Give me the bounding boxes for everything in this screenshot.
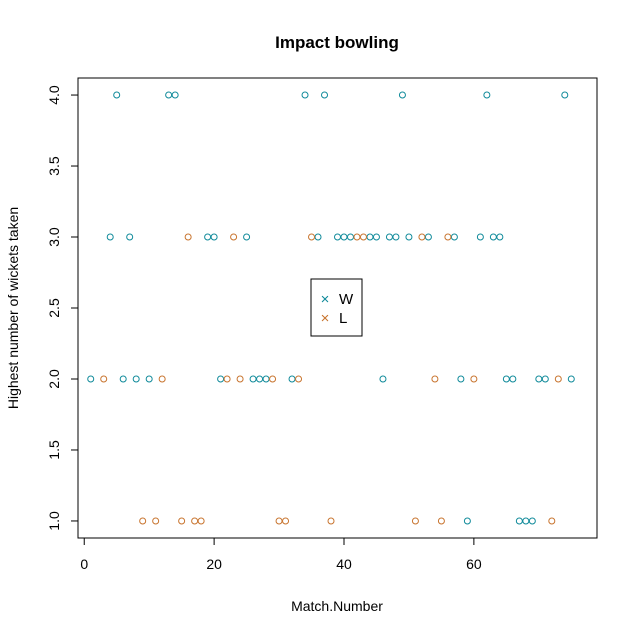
y-tick-label: 2.0 <box>46 369 62 389</box>
data-point-l <box>295 375 303 383</box>
data-point-l <box>223 375 231 383</box>
data-point-w <box>113 91 121 99</box>
data-point-l <box>191 517 199 525</box>
data-point-w <box>509 375 517 383</box>
x-axis: 0 20 40 60 <box>80 537 482 572</box>
data-point-w <box>256 375 264 383</box>
data-point-l <box>236 375 244 383</box>
x-tick-label: 60 <box>466 556 482 572</box>
data-point-w <box>379 375 387 383</box>
data-point-w <box>535 375 543 383</box>
data-point-w <box>217 375 225 383</box>
data-point-w <box>489 233 497 241</box>
data-point-l <box>353 233 361 241</box>
y-axis: 1.0 1.5 2.0 2.5 3.0 3.5 4.0 <box>46 85 79 531</box>
data-point-w <box>301 91 309 99</box>
legend-label-l: L <box>339 310 347 327</box>
x-tick-label: 20 <box>206 556 222 572</box>
data-point-l <box>100 375 108 383</box>
x-axis-label: Match.Number <box>291 598 383 614</box>
data-point-w <box>145 375 153 383</box>
data-point-w <box>165 91 173 99</box>
y-axis-label: Highest number of wickets taken <box>5 207 21 409</box>
data-point-l <box>158 375 166 383</box>
data-point-l <box>230 233 238 241</box>
data-point-w <box>372 233 380 241</box>
data-points <box>87 91 575 525</box>
chart-title: Impact bowling <box>275 33 399 52</box>
legend-box <box>310 278 363 337</box>
data-point-l <box>418 233 426 241</box>
data-point-w <box>126 233 134 241</box>
data-point-w <box>210 233 218 241</box>
data-point-l <box>437 517 445 525</box>
legend-marker-w: × <box>321 291 330 308</box>
data-point-w <box>483 91 491 99</box>
data-point-w <box>132 375 140 383</box>
data-point-w <box>463 517 471 525</box>
data-point-w <box>171 91 179 99</box>
data-point-w <box>476 233 484 241</box>
legend-marker-l: × <box>321 310 330 327</box>
y-tick-label: 3.5 <box>46 156 62 176</box>
data-point-l <box>152 517 160 525</box>
data-point-w <box>457 375 465 383</box>
x-tick-label: 0 <box>80 556 88 572</box>
data-point-l <box>275 517 283 525</box>
y-tick-label: 2.5 <box>46 298 62 318</box>
x-tick-label: 40 <box>336 556 352 572</box>
data-point-w <box>366 233 374 241</box>
data-point-w <box>561 91 569 99</box>
data-point-w <box>541 375 549 383</box>
data-point-l <box>282 517 290 525</box>
data-point-w <box>405 233 413 241</box>
data-point-w <box>567 375 575 383</box>
y-tick-label: 4.0 <box>46 85 62 105</box>
data-point-w <box>424 233 432 241</box>
data-point-w <box>288 375 296 383</box>
data-point-l <box>554 375 562 383</box>
data-point-w <box>106 233 114 241</box>
legend: × W × L <box>310 278 363 337</box>
data-point-w <box>249 375 257 383</box>
data-point-w <box>502 375 510 383</box>
data-point-w <box>346 233 354 241</box>
y-tick-label: 1.0 <box>46 511 62 531</box>
legend-label-w: W <box>339 291 354 308</box>
data-point-w <box>204 233 212 241</box>
data-point-l <box>308 233 316 241</box>
data-point-w <box>119 375 127 383</box>
data-point-w <box>496 233 504 241</box>
data-point-w <box>334 233 341 241</box>
data-point-l <box>197 517 205 525</box>
data-point-l <box>548 517 556 525</box>
data-point-w <box>522 517 530 525</box>
data-point-l <box>178 517 186 525</box>
data-point-w <box>87 375 95 383</box>
data-point-l <box>269 375 277 383</box>
data-point-w <box>321 91 329 99</box>
data-point-w <box>450 233 458 241</box>
data-point-l <box>470 375 478 383</box>
data-point-l <box>359 233 367 241</box>
data-point-w <box>314 233 322 241</box>
y-tick-label: 3.0 <box>46 227 62 247</box>
data-point-l <box>431 375 439 383</box>
data-point-w <box>392 233 400 241</box>
y-tick-label: 1.5 <box>46 440 62 460</box>
data-point-w <box>243 233 251 241</box>
data-point-w <box>340 233 348 241</box>
data-point-l <box>444 233 452 241</box>
data-point-l <box>411 517 419 525</box>
data-point-w <box>262 375 270 383</box>
data-point-w <box>515 517 523 525</box>
data-point-l <box>327 517 335 525</box>
data-point-l <box>139 517 147 525</box>
data-point-w <box>385 233 393 241</box>
data-point-w <box>528 517 536 525</box>
data-point-w <box>398 91 406 99</box>
data-point-l <box>184 233 192 241</box>
